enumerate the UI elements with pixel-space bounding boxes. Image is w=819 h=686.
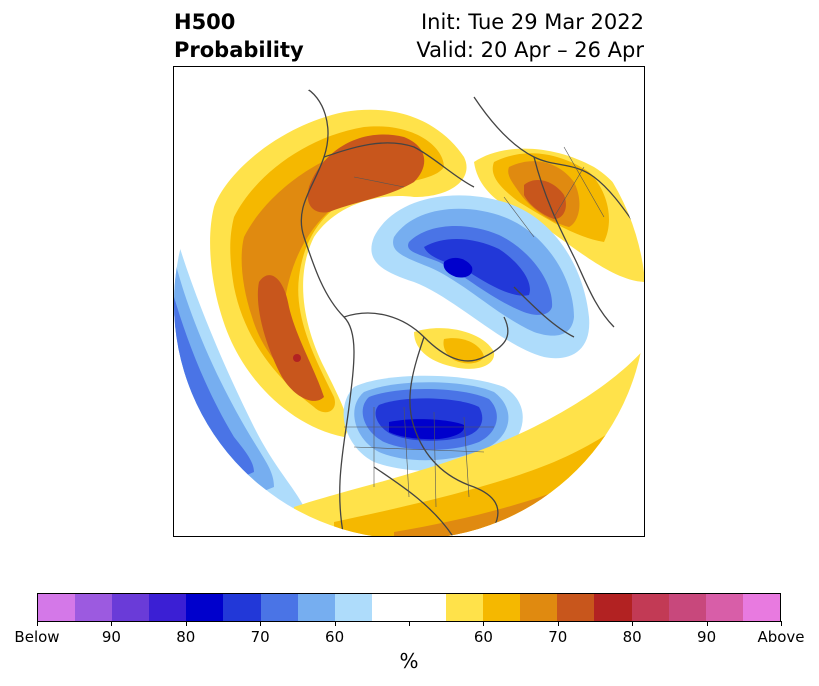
- colorbar-cell: [408, 594, 447, 621]
- map-svg: [174, 67, 644, 536]
- colorbar-tick-label: 70: [548, 628, 568, 646]
- colorbar-tick-label: Above: [757, 628, 805, 646]
- map-title-right: Init: Tue 29 Mar 2022 Valid: 20 Apr – 26…: [416, 8, 644, 64]
- colorbar-cell: [297, 594, 335, 621]
- colorbar: [37, 593, 781, 622]
- colorbar-tick-label: 80: [176, 628, 196, 646]
- colorbar-tick-mark: [260, 621, 262, 626]
- colorbar-cell: [483, 594, 521, 621]
- init-date: Init: Tue 29 Mar 2022: [420, 10, 644, 34]
- colorbar-cell: [557, 594, 595, 621]
- colorbar-cell: [668, 594, 706, 621]
- title-line-variable: H500: [174, 10, 236, 34]
- colorbar-tick-mark: [37, 621, 38, 626]
- colorbar-tick-mark: [706, 621, 708, 626]
- colorbar-tick-mark: [557, 621, 559, 626]
- colorbar-tick-mark: [111, 621, 113, 626]
- title-line-type: Probability: [174, 38, 304, 62]
- colorbar-cell: [705, 594, 743, 621]
- colorbar-tick-mark: [781, 621, 782, 626]
- namerica-below-core: [389, 419, 465, 440]
- colorbar-tick-label: 60: [325, 628, 345, 646]
- colorbar-cell: [223, 594, 261, 621]
- colorbar-tick-label: 80: [622, 628, 642, 646]
- pacific-above-core: [257, 275, 324, 401]
- colorbar-tick-mark: [185, 621, 187, 626]
- colorbar-cell: [742, 594, 780, 621]
- atlantic-above-inner: [443, 338, 484, 364]
- colorbar-cell: [149, 594, 187, 621]
- colorbar-cell: [186, 594, 224, 621]
- colorbar-cell: [446, 594, 484, 621]
- valid-range: Valid: 20 Apr – 26 Apr: [416, 38, 644, 62]
- colorbar-tick-label: 70: [250, 628, 270, 646]
- probability-map: [173, 66, 645, 537]
- colorbar-tick-label: 90: [697, 628, 717, 646]
- colorbar-cell: [371, 594, 409, 621]
- colorbar-tick-label: Below: [14, 628, 60, 646]
- colorbar-cell: [520, 594, 558, 621]
- colorbar-cell: [334, 594, 372, 621]
- arctic-below-core: [443, 257, 473, 278]
- colorbar-cell: [631, 594, 669, 621]
- colorbar-cell: [75, 594, 113, 621]
- coastlines: [300, 86, 644, 536]
- colorbar-cell: [594, 594, 632, 621]
- colorbar-cell: [260, 594, 298, 621]
- europe-above-core: [524, 180, 566, 219]
- colorbar-tick-mark: [632, 621, 634, 626]
- borders: [344, 146, 605, 508]
- map-title-left: H500 Probability: [174, 8, 304, 64]
- colorbar-tick-mark: [409, 621, 410, 626]
- colorbar-cell: [112, 594, 150, 621]
- colorbar-tick-label: 90: [101, 628, 121, 646]
- arctic-below-stronger: [424, 238, 530, 296]
- colorbar-tick-mark: [483, 621, 485, 626]
- siberia-above-core: [307, 134, 425, 213]
- colorbar-tick-mark: [334, 621, 336, 626]
- colorbar-tick-label: 60: [473, 628, 493, 646]
- pacific-above-peak: [293, 354, 301, 362]
- colorbar-cell: [38, 594, 76, 621]
- colorbar-unit-label: %: [399, 649, 419, 673]
